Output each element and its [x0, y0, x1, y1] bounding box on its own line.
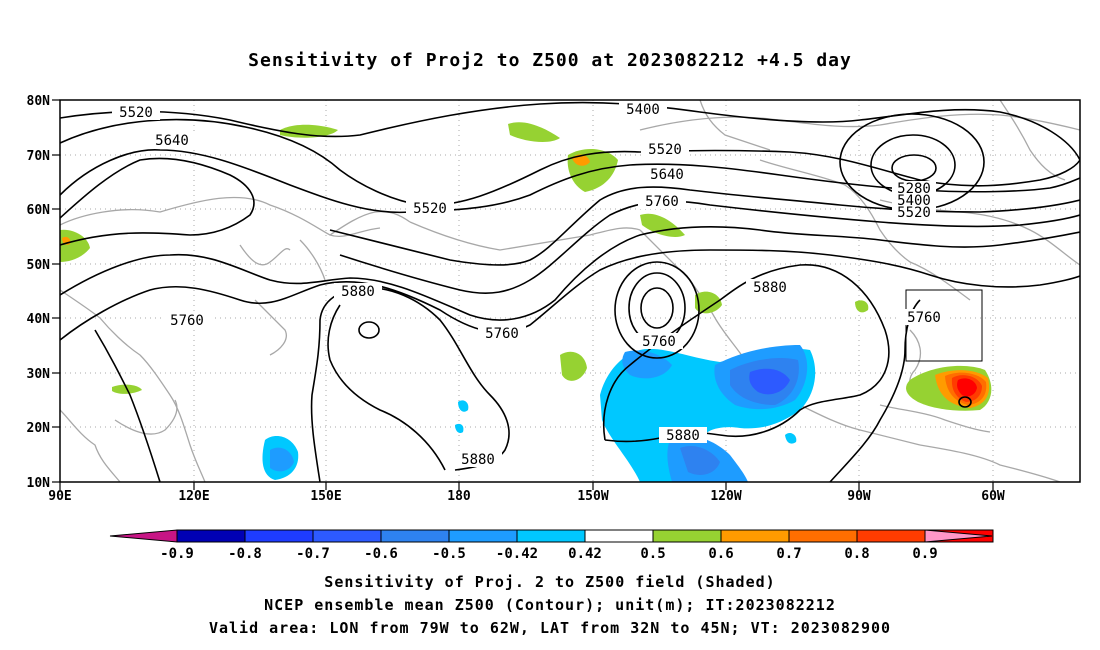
- shade-positive-patch: [640, 213, 685, 237]
- sensitivity-shading: [60, 122, 992, 482]
- colorbar-bin: [788, 529, 858, 543]
- shade-positive-patch: [280, 124, 338, 138]
- lon-label: 150E: [310, 489, 341, 504]
- lat-label: 10N: [27, 476, 51, 491]
- colorbar-bin: [856, 529, 926, 543]
- contour-label: 5760: [485, 326, 519, 342]
- shade-negative-patch: [785, 432, 797, 444]
- lon-label: 120W: [710, 489, 741, 504]
- colorbar-label: -0.5: [432, 546, 466, 562]
- contour-label: 5520: [648, 142, 682, 158]
- colorbar-label: 0.6: [708, 546, 733, 562]
- map-frame: [59, 99, 1081, 483]
- lon-label: 60W: [981, 489, 1005, 504]
- map-title: Sensitivity of Proj2 to Z500 at 20230822…: [248, 50, 852, 71]
- shade-negative-patch: [455, 423, 464, 434]
- colorbar-bin: [448, 529, 518, 543]
- colorbar-bin: [244, 529, 314, 543]
- colorbar-label: -0.8: [228, 546, 262, 562]
- contour-label: 5520: [119, 105, 153, 121]
- colorbar-labels: -0.9 -0.8 -0.7 -0.6 -0.5 -0.42 0.42 0.5 …: [160, 546, 938, 562]
- colorbar-label: 0.8: [844, 546, 869, 562]
- lat-label: 50N: [27, 258, 51, 273]
- lon-label: 180: [447, 489, 471, 504]
- colorbar-label: 0.7: [776, 546, 801, 562]
- longitude-labels: 90E 120E 150E 180 150W 120W 90W 60W: [48, 489, 1005, 504]
- contour-label: 5880: [753, 280, 787, 296]
- lat-label: 60N: [27, 203, 51, 218]
- colorbar-label: -0.6: [364, 546, 398, 562]
- colorbar: [109, 529, 994, 543]
- colorbar-bin: [176, 529, 246, 543]
- shade-positive-patch: [560, 351, 587, 381]
- lat-label: 70N: [27, 149, 51, 164]
- contour-label: 5400: [626, 102, 660, 118]
- shade-positive-patch: [508, 122, 560, 142]
- colorbar-under-triangle: [109, 529, 178, 543]
- colorbar-bin: [312, 529, 382, 543]
- contour-label: 5880: [461, 452, 495, 468]
- footer-line-1: Sensitivity of Proj. 2 to Z500 field (Sh…: [324, 573, 776, 591]
- z500-contours: [60, 101, 1080, 482]
- shade-negative-patch: [458, 400, 469, 412]
- contour-label: 5640: [650, 167, 684, 183]
- colorbar-bin: [380, 529, 450, 543]
- colorbar-over-triangle: [924, 529, 993, 543]
- contour-labels: 5520 5640 5400 5520 5640 5760 5520 5280 …: [112, 101, 948, 468]
- colorbar-label: -0.9: [160, 546, 194, 562]
- contour-label: 5760: [645, 194, 679, 210]
- contour-label: 5760: [642, 334, 676, 350]
- lat-label: 20N: [27, 421, 51, 436]
- lat-label: 30N: [27, 367, 51, 382]
- colorbar-bin: [720, 529, 790, 543]
- valid-area-box: [905, 289, 983, 362]
- colorbar-label: 0.5: [640, 546, 665, 562]
- latitude-labels: 80N 70N 60N 50N 40N 30N 20N 10N: [27, 94, 51, 491]
- colorbar-bin: [516, 529, 586, 543]
- colorbar-bin: [652, 529, 722, 543]
- shade-negative-patch: [270, 447, 294, 472]
- lon-label: 90E: [48, 489, 71, 504]
- footer-line-2: NCEP ensemble mean Z500 (Contour); unit(…: [264, 596, 836, 614]
- contour-label: 5880: [666, 428, 700, 444]
- shade-positive-patch: [957, 378, 977, 397]
- contour-label: 5520: [897, 205, 931, 221]
- axis-ticks: [52, 99, 994, 490]
- shade-positive-patch: [855, 300, 869, 313]
- lon-label: 90W: [847, 489, 871, 504]
- shade-positive-patch: [695, 291, 722, 314]
- lon-label: 150W: [577, 489, 608, 504]
- contour-label: 5880: [341, 284, 375, 300]
- colorbar-label: -0.7: [296, 546, 330, 562]
- contour-label: 5520: [413, 201, 447, 217]
- colorbar-bin: [584, 529, 654, 543]
- contour-label: 5760: [170, 313, 204, 329]
- shade-negative-patch: [749, 368, 790, 395]
- contour-label: 5760: [907, 310, 941, 326]
- lat-label: 80N: [27, 94, 51, 109]
- lat-label: 40N: [27, 312, 51, 327]
- footer-line-3: Valid area: LON from 79W to 62W, LAT fro…: [208, 619, 892, 637]
- colorbar-label: 0.9: [912, 546, 937, 562]
- shade-negative-patch: [680, 445, 720, 475]
- lon-label: 120E: [178, 489, 209, 504]
- colorbar-label: -0.42: [496, 546, 538, 562]
- colorbar-label: 0.42: [568, 546, 602, 562]
- contour-label: 5640: [155, 133, 189, 149]
